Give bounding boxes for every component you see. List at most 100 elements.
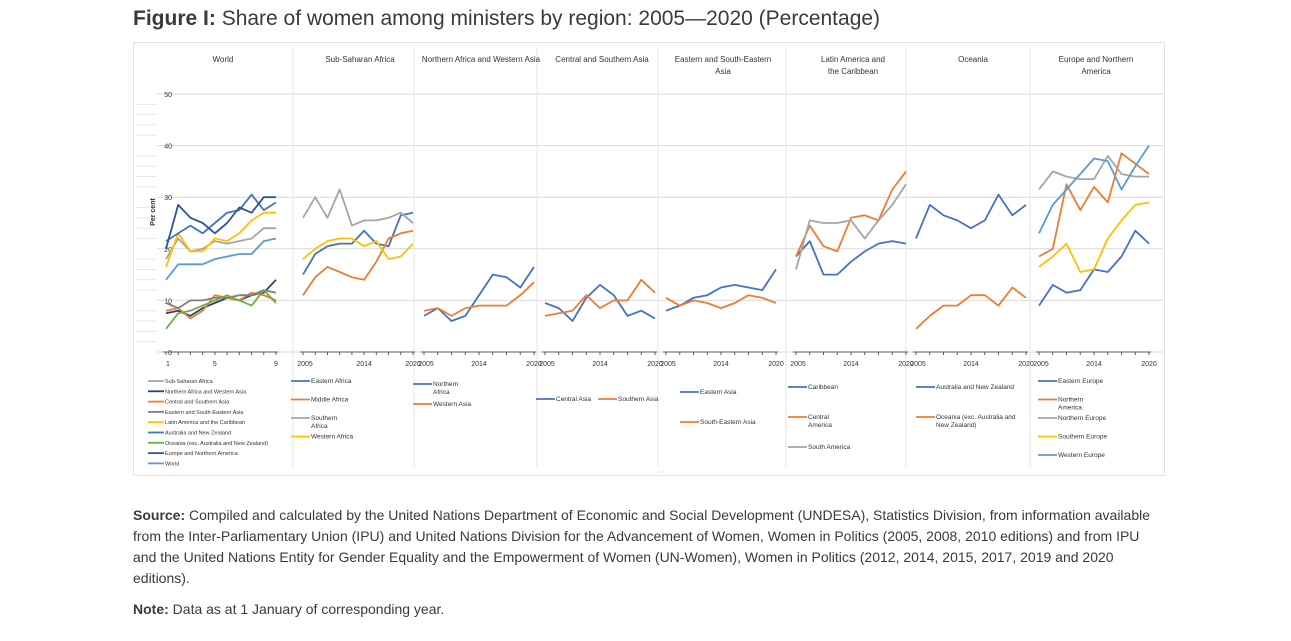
series-line — [795, 183, 907, 270]
series-line — [795, 240, 907, 276]
y-axis-label: Per cent — [150, 198, 157, 226]
x-tick-label: 2020 — [1018, 361, 1034, 368]
x-tick-label: 2005 — [418, 361, 434, 368]
y-tick-label: 40 — [164, 144, 172, 151]
legend-label: Eastern Asia — [700, 389, 737, 396]
panel-title: Eastern and South-Eastern — [675, 55, 772, 64]
y-tick-label: 30 — [164, 195, 172, 202]
figure-title-text: Share of women among ministers by region… — [221, 7, 881, 30]
legend-label: Western Asia — [433, 401, 472, 408]
legend-label: Australia and New Zealand — [936, 384, 1014, 391]
y-tick-label: 0 — [168, 350, 172, 357]
series-line — [665, 294, 777, 310]
x-tick-label: 5 — [213, 361, 217, 368]
panel-title: Sub-Saharan Africa — [325, 55, 395, 64]
source-text: Compiled and calculated by the United Na… — [133, 507, 1151, 586]
series-line — [302, 237, 414, 261]
x-tick-label: 2020 — [526, 361, 542, 368]
legend-label: Northern Africa and Western Asia — [165, 389, 247, 395]
panel-title: the Caribbean — [828, 67, 878, 76]
series-line — [1038, 152, 1150, 258]
x-tick-label: 2020 — [1141, 361, 1157, 368]
legend-label: Oceania (exc. Australia and — [936, 414, 1016, 421]
x-tick-label: 2014 — [963, 361, 979, 368]
legend-label: Sub-Saharan Africa — [165, 379, 214, 385]
y-tick-label: 20 — [164, 247, 172, 254]
legend-label: Western Africa — [311, 434, 354, 441]
series-line — [423, 281, 535, 317]
legend-label: Eastern and South-Eastern Asia — [165, 410, 244, 416]
series-line — [165, 289, 277, 310]
legend-label: Europe and Northern America — [165, 451, 239, 457]
legend-label: Northern — [1058, 397, 1084, 404]
small-multiples-line-chart: 0 10 20 30 40 50 Per cent World 1 5 9 Sub-Saharan A… — [133, 42, 1165, 476]
x-tick-label: 2020 — [647, 361, 663, 368]
x-tick-label: 2014 — [471, 361, 487, 368]
note-label: Note: — [133, 601, 169, 617]
series-line — [795, 170, 907, 257]
legend-label: Central — [808, 414, 830, 421]
y-tick-label: 50 — [164, 92, 172, 99]
series-line — [165, 237, 277, 281]
legend-label: Middle Africa — [311, 397, 349, 404]
x-tick-label: 2005 — [660, 361, 676, 368]
legend-label: Latin America and the Caribbean — [165, 420, 245, 426]
series-line — [165, 196, 276, 250]
series-line — [302, 188, 414, 227]
x-tick-label: 2005 — [297, 361, 313, 368]
series-line — [1038, 145, 1150, 234]
legend-label: Eastern Africa — [311, 378, 352, 385]
legend-label: Eastern Europe — [1058, 378, 1104, 385]
figure-notes: Source: Compiled and calculated by the U… — [133, 505, 1163, 630]
x-tick-label: 2020 — [768, 361, 784, 368]
source-note: Source: Compiled and calculated by the U… — [133, 505, 1163, 589]
source-label: Source: — [133, 507, 186, 523]
panel-title: Latin America and — [821, 55, 885, 64]
data-note: Note: Data as at 1 January of correspond… — [133, 599, 1163, 620]
series-line — [1038, 155, 1149, 191]
legend-label: America — [1058, 405, 1082, 412]
x-tick-label: 2020 — [898, 361, 914, 368]
series-line — [165, 291, 277, 320]
legend-label: Central and Southern Asia — [165, 400, 230, 406]
series-line — [165, 289, 277, 330]
panel-title: Europe and Northern — [1059, 55, 1134, 64]
panel-title: Oceania — [958, 55, 988, 64]
y-tick-label: 10 — [164, 298, 172, 305]
panel-title: World — [213, 55, 234, 64]
series-line — [544, 278, 656, 317]
legend-label: South-Eastern Asia — [700, 419, 756, 426]
x-tick-label: 1 — [166, 361, 170, 368]
figure-label: Figure I: — [133, 7, 216, 30]
x-tick-label: 2005 — [790, 361, 806, 368]
x-tick-label: 2014 — [843, 361, 859, 368]
legend-label: Western Europe — [1058, 452, 1105, 459]
series-line — [302, 229, 414, 296]
panel-title: Asia — [715, 67, 731, 76]
legend-label: Central Asia — [556, 396, 591, 403]
note-text: Data as at 1 January of corresponding ye… — [172, 601, 445, 617]
x-tick-label: 9 — [274, 361, 278, 368]
legend-label: World — [165, 461, 179, 467]
series-line — [165, 211, 276, 268]
legend-label: Southern Asia — [618, 396, 659, 403]
x-tick-label: 2014 — [713, 361, 729, 368]
x-tick-label: 2014 — [356, 361, 372, 368]
series-line — [165, 227, 276, 260]
x-tick-label: 2005 — [910, 361, 926, 368]
legend-label: New Zealand) — [936, 422, 976, 429]
legend-label: Northern Europe — [1058, 415, 1106, 422]
x-tick-label: 2014 — [592, 361, 608, 368]
series-line — [915, 193, 1027, 239]
x-tick-label: 2005 — [1033, 361, 1049, 368]
legend-label: America — [808, 422, 832, 429]
legend-label: Australia and New Zealand — [165, 431, 231, 437]
series-line — [165, 193, 277, 242]
legend-label: South America — [808, 444, 851, 451]
figure-title: Figure I: Share of women among ministers… — [133, 7, 880, 31]
series-line — [302, 211, 414, 276]
x-tick-label: 2005 — [539, 361, 555, 368]
panel-title: Northern Africa and Western Asia — [422, 55, 541, 64]
series-line — [423, 266, 535, 322]
series-line — [915, 286, 1027, 330]
